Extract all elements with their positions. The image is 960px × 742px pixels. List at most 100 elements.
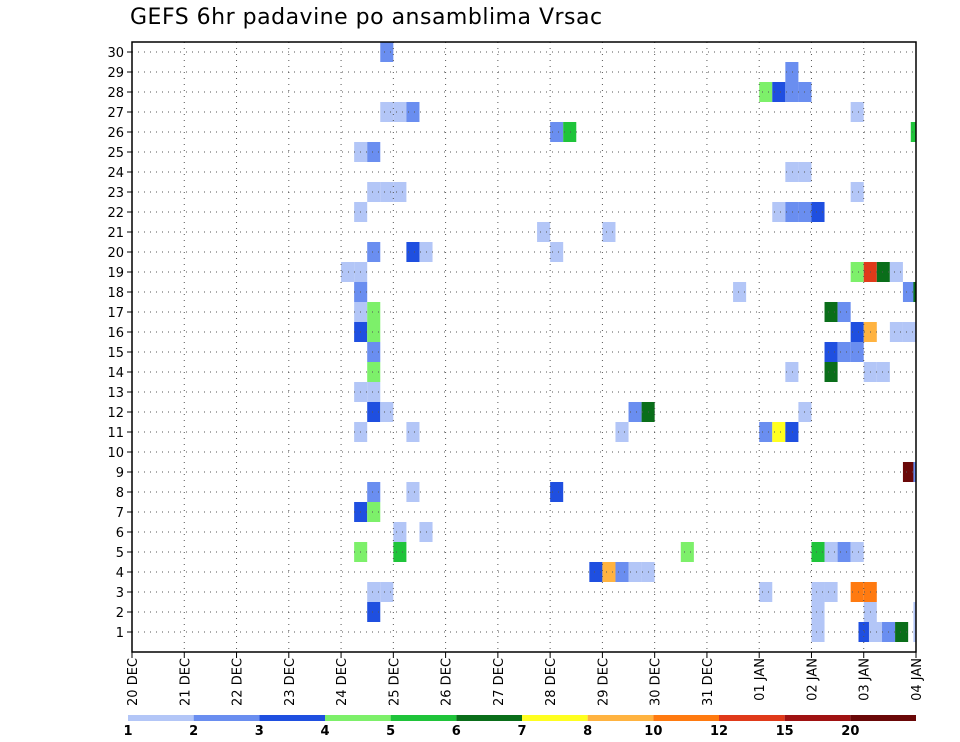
heatmap-cell bbox=[550, 482, 564, 502]
heatmap-cell bbox=[913, 282, 916, 302]
heatmap-cell bbox=[380, 402, 394, 422]
heatmap-cell bbox=[772, 202, 786, 222]
heatmap-cell bbox=[785, 62, 799, 82]
heatmap-cell bbox=[850, 582, 864, 602]
legend-swatch bbox=[390, 715, 457, 721]
heatmap-cell bbox=[811, 542, 825, 562]
legend-label: 5 bbox=[386, 724, 395, 739]
heatmap-cell bbox=[759, 582, 773, 602]
heatmap-cell bbox=[868, 622, 883, 642]
legend-label: 15 bbox=[776, 724, 794, 739]
y-tick-label: 21 bbox=[107, 226, 124, 241]
heatmap-cell bbox=[913, 622, 916, 642]
legend-swatch bbox=[325, 715, 391, 721]
x-tick-label: 04 JAN bbox=[910, 658, 925, 701]
y-tick-label: 27 bbox=[107, 106, 124, 121]
heatmap-cell bbox=[876, 262, 890, 282]
legend-label: 6 bbox=[452, 724, 461, 739]
heatmap-cell bbox=[837, 302, 851, 322]
heatmap-cell bbox=[811, 622, 825, 642]
legend-swatch bbox=[850, 715, 916, 721]
y-tick-label: 16 bbox=[107, 326, 124, 341]
heatmap-cell bbox=[902, 282, 916, 302]
heatmap-cell bbox=[380, 182, 394, 202]
legend-label: 3 bbox=[255, 724, 264, 739]
heatmap-cell bbox=[406, 102, 420, 122]
y-tick-label: 18 bbox=[107, 286, 124, 301]
heatmap-cell bbox=[824, 582, 838, 602]
heatmap-cell bbox=[824, 362, 838, 382]
legend-swatch bbox=[128, 715, 194, 721]
legend-swatch bbox=[587, 715, 654, 721]
legend-swatch bbox=[784, 715, 851, 721]
y-tick-label: 10 bbox=[107, 446, 124, 461]
heatmap-cell bbox=[824, 302, 838, 322]
heatmap-cell bbox=[772, 82, 786, 102]
y-tick-label: 24 bbox=[107, 166, 124, 181]
y-tick-label: 25 bbox=[107, 146, 124, 161]
heatmap-cell bbox=[380, 582, 394, 602]
heatmap-cell bbox=[537, 222, 551, 242]
heatmap-cell bbox=[367, 142, 381, 162]
legend-label: 1 bbox=[123, 724, 132, 739]
y-tick-label: 12 bbox=[107, 406, 124, 421]
heatmap-cell bbox=[367, 342, 381, 362]
legend-label: 12 bbox=[710, 724, 728, 739]
heatmap-cell bbox=[406, 422, 420, 442]
grid-layer bbox=[132, 42, 916, 652]
heatmap-cell bbox=[628, 562, 642, 582]
legend-swatch bbox=[259, 715, 325, 721]
heatmap-cell bbox=[733, 282, 747, 302]
heatmap-cell bbox=[367, 182, 381, 202]
heatmap-cell bbox=[850, 102, 864, 122]
y-tick-label: 1 bbox=[116, 626, 124, 641]
heatmap-cell bbox=[850, 182, 864, 202]
x-tick-label: 22 DEC bbox=[231, 658, 246, 706]
legend-swatch bbox=[456, 715, 522, 721]
heatmap-cell bbox=[850, 542, 864, 562]
heatmap-cell bbox=[589, 562, 603, 582]
heatmap-cell bbox=[615, 422, 629, 442]
x-axis: 20 DEC 21 DEC 22 DEC 23 DEC 24 DEC 25 DEC 26 D… bbox=[126, 652, 925, 706]
x-tick-label: 28 DEC bbox=[544, 658, 559, 706]
heatmap-cell bbox=[367, 322, 381, 342]
heatmap-cell bbox=[850, 262, 864, 282]
heatmap-cell bbox=[837, 342, 851, 362]
heatmap-cell bbox=[850, 342, 864, 362]
heatmap-cell bbox=[393, 542, 407, 562]
heatmap-cell bbox=[602, 562, 616, 582]
y-axis: 1234567891011121314151617181920212223242… bbox=[107, 46, 132, 641]
x-tick-label: 03 JAN bbox=[858, 658, 873, 701]
x-tick-label: 01 JAN bbox=[753, 658, 768, 701]
heatmap-cell bbox=[759, 82, 773, 102]
legend-swatch bbox=[193, 715, 260, 721]
heatmap-cell bbox=[785, 202, 799, 222]
heatmap-cell bbox=[785, 362, 799, 382]
heatmap-cell bbox=[367, 362, 381, 382]
x-tick-label: 30 DEC bbox=[649, 658, 664, 706]
chart-title: GEFS 6hr padavine po ansamblima Vrsac bbox=[130, 5, 603, 30]
heatmap-cell bbox=[858, 622, 872, 642]
heatmap-cell bbox=[811, 582, 825, 602]
heatmap-cell bbox=[772, 422, 786, 442]
y-tick-label: 23 bbox=[107, 186, 124, 201]
heatmap-cell bbox=[889, 262, 903, 282]
y-tick-label: 2 bbox=[116, 606, 124, 621]
heatmap-cell bbox=[563, 122, 577, 142]
heatmap-cell bbox=[785, 422, 799, 442]
heatmap-cell bbox=[367, 302, 381, 322]
heatmap-cell bbox=[876, 362, 890, 382]
heatmap-cell bbox=[811, 602, 825, 622]
y-tick-label: 7 bbox=[116, 506, 124, 521]
plot-frame bbox=[131, 41, 917, 653]
heatmap-cell bbox=[759, 422, 773, 442]
heatmap-cell bbox=[367, 502, 381, 522]
heatmap-cell bbox=[902, 462, 916, 482]
x-tick-label: 26 DEC bbox=[440, 658, 455, 706]
cells-layer bbox=[341, 42, 916, 642]
heatmap-cell bbox=[902, 322, 916, 342]
heatmap-cell bbox=[602, 222, 616, 242]
heatmap-cell bbox=[380, 42, 394, 62]
heatmap-cell bbox=[367, 482, 381, 502]
x-tick-label: 20 DEC bbox=[126, 658, 141, 706]
